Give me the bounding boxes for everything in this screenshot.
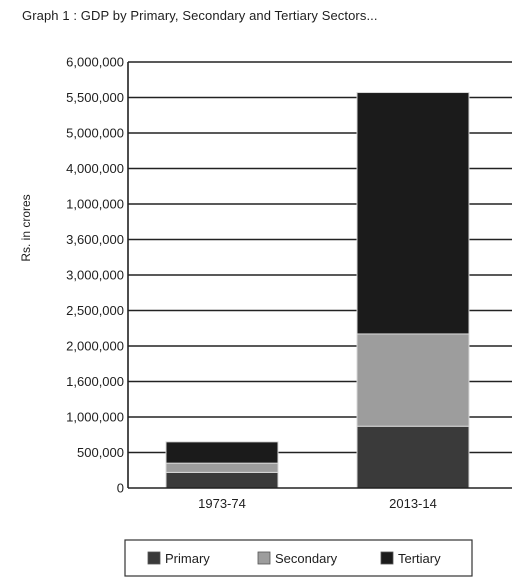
y-tick-label: 3,600,000 bbox=[66, 232, 124, 247]
legend-swatch-secondary bbox=[257, 551, 271, 565]
y-axis-label: Rs. in crores bbox=[19, 194, 33, 261]
y-tick-label: 3,000,000 bbox=[66, 268, 124, 283]
y-tick-label: 5,000,000 bbox=[66, 126, 124, 141]
y-tick-label: 500,000 bbox=[77, 445, 124, 460]
bar-segment-primary-2013-14 bbox=[356, 425, 470, 489]
legend-swatch-tertiary bbox=[380, 551, 394, 565]
y-tick-label: 2,000,000 bbox=[66, 339, 124, 354]
bar-segment-primary-1973-74 bbox=[165, 471, 279, 489]
y-tick-label: 0 bbox=[117, 481, 124, 496]
y-tick-label: 1,600,000 bbox=[66, 374, 124, 389]
bars bbox=[165, 92, 470, 489]
y-tick-label: 1,000,000 bbox=[66, 197, 124, 212]
y-axis-ticks: 0 500,000 1,000,000 1,600,000 2,000,000 2,500… bbox=[66, 55, 124, 496]
legend-label-primary: Primary bbox=[165, 551, 210, 566]
x-category-label: 1973-74 bbox=[198, 496, 246, 511]
bar-segment-secondary-1973-74 bbox=[165, 462, 279, 473]
legend-label-secondary: Secondary bbox=[275, 551, 338, 566]
y-tick-label: 4,000,000 bbox=[66, 161, 124, 176]
bar-segment-secondary-2013-14 bbox=[356, 333, 470, 427]
x-category-label: 2013-14 bbox=[389, 496, 437, 511]
bar-segment-tertiary-1973-74 bbox=[165, 441, 279, 464]
y-tick-label: 5,500,000 bbox=[66, 90, 124, 105]
bar-segment-tertiary-2013-14 bbox=[356, 92, 470, 335]
legend-box bbox=[124, 539, 473, 577]
chart-title: Graph 1 : GDP by Primary, Secondary and … bbox=[22, 8, 378, 23]
axes bbox=[127, 62, 512, 489]
y-tick-label: 2,500,000 bbox=[66, 303, 124, 318]
legend: Primary Secondary Tertiary bbox=[124, 539, 473, 577]
y-tick-label: 6,000,000 bbox=[66, 55, 124, 70]
x-axis-categories: 1973-74 2013-14 bbox=[198, 496, 437, 511]
y-tick-label: 1,000,000 bbox=[66, 410, 124, 425]
legend-label-tertiary: Tertiary bbox=[398, 551, 441, 566]
legend-swatch-primary bbox=[147, 551, 161, 565]
